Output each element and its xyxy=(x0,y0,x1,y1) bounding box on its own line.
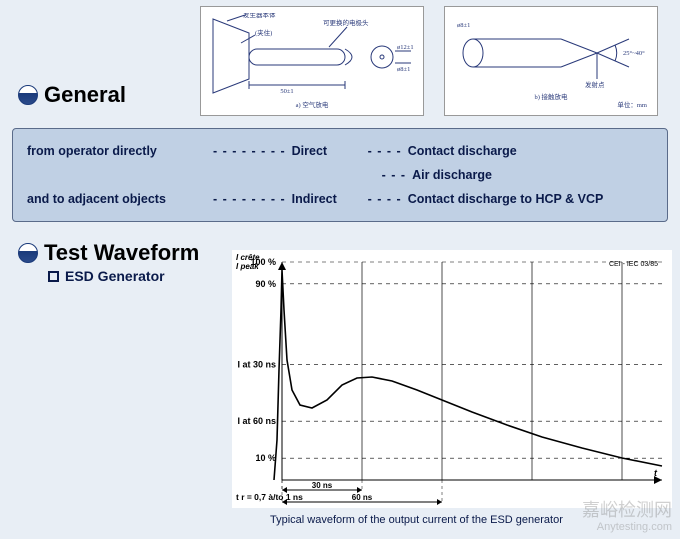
lbl-phi2: ø8±1 xyxy=(397,66,410,73)
square-bullet-icon xyxy=(48,271,59,282)
svg-text:t: t xyxy=(654,468,658,478)
sub-esd-text: ESD Generator xyxy=(65,268,165,284)
lbl-body: 发生器本体 xyxy=(243,13,276,19)
discharge-table: from operator directly - - - - - - - - D… xyxy=(12,128,668,222)
heading-waveform-text: Test Waveform xyxy=(44,240,199,266)
cell: Direct xyxy=(292,144,362,158)
lbl-len: 50±1 xyxy=(280,88,293,95)
cell: from operator directly xyxy=(27,144,207,158)
cell: Air discharge xyxy=(412,168,653,182)
svg-text:10 %: 10 % xyxy=(255,453,276,463)
lbl-unit: 单位：mm xyxy=(617,100,647,109)
watermark: 嘉峪检测网 Anytesting.com xyxy=(582,501,672,533)
cell: Contact discharge to HCP & VCP xyxy=(408,192,653,206)
svg-text:I at 30 ns: I at 30 ns xyxy=(237,359,276,369)
bullet-icon xyxy=(18,85,38,105)
svg-text:90 %: 90 % xyxy=(255,279,276,289)
connector: - - - - - - - - xyxy=(207,192,292,206)
lbl-point: 发射点 xyxy=(585,80,605,89)
svg-text:CEI - IEC 03/85: CEI - IEC 03/85 xyxy=(609,261,658,268)
svg-text:30 ns: 30 ns xyxy=(312,481,333,490)
connector: - - - - - - - - xyxy=(207,144,292,158)
svg-text:60 ns: 60 ns xyxy=(352,493,373,502)
watermark-en: Anytesting.com xyxy=(582,521,672,533)
lbl-phi1: ø12±1 xyxy=(397,44,414,51)
sub-esd-generator: ESD Generator xyxy=(48,268,165,284)
top-diagrams: 发生器本体 (夹住) 可更换的电极头 50±1 ø12±1 ø8±1 a) 空气… xyxy=(200,6,658,116)
lbl-cap-a: a) 空气放电 xyxy=(296,100,329,109)
connector: - - - xyxy=(362,168,412,182)
cell: and to adjacent objects xyxy=(27,192,207,206)
diagram-air-discharge: 发生器本体 (夹住) 可更换的电极头 50±1 ø12±1 ø8±1 a) 空气… xyxy=(200,6,424,116)
cell: Contact discharge xyxy=(408,144,653,158)
table-row: - - - - - - - - - - - Air discharge xyxy=(27,163,653,187)
watermark-cn: 嘉峪检测网 xyxy=(582,501,672,521)
heading-general: General xyxy=(18,82,126,108)
lbl-angle: 25°~40° xyxy=(623,50,645,57)
lbl-cap-b: b) 接触放电 xyxy=(534,92,568,101)
svg-text:t r = 0,7 à/to 1 ns: t r = 0,7 à/to 1 ns xyxy=(236,492,303,502)
connector: - - - - xyxy=(362,144,408,158)
svg-text:I at 60 ns: I at 60 ns xyxy=(237,416,276,426)
svg-text:I peak: I peak xyxy=(236,262,259,271)
table-row: from operator directly - - - - - - - - D… xyxy=(27,139,653,163)
diagram-contact-discharge: ø8±1 25°~40° 发射点 b) 接触放电 单位：mm xyxy=(444,6,658,116)
heading-general-text: General xyxy=(44,82,126,108)
cell: Indirect xyxy=(292,192,362,206)
waveform-chart: 100 %90 %I at 30 nsI at 60 ns10 %I crête… xyxy=(232,250,672,508)
lbl-clip: (夹住) xyxy=(255,28,272,37)
lbl-tip: 可更换的电极头 xyxy=(323,18,369,27)
connector: - - - - xyxy=(362,192,408,206)
chart-caption: Typical waveform of the output current o… xyxy=(270,514,563,526)
bullet-icon xyxy=(18,243,38,263)
svg-text:I crête: I crête xyxy=(236,253,260,262)
heading-waveform: Test Waveform xyxy=(18,240,199,266)
table-row: and to adjacent objects - - - - - - - - … xyxy=(27,187,653,211)
lbl-phi: ø8±1 xyxy=(457,22,470,29)
